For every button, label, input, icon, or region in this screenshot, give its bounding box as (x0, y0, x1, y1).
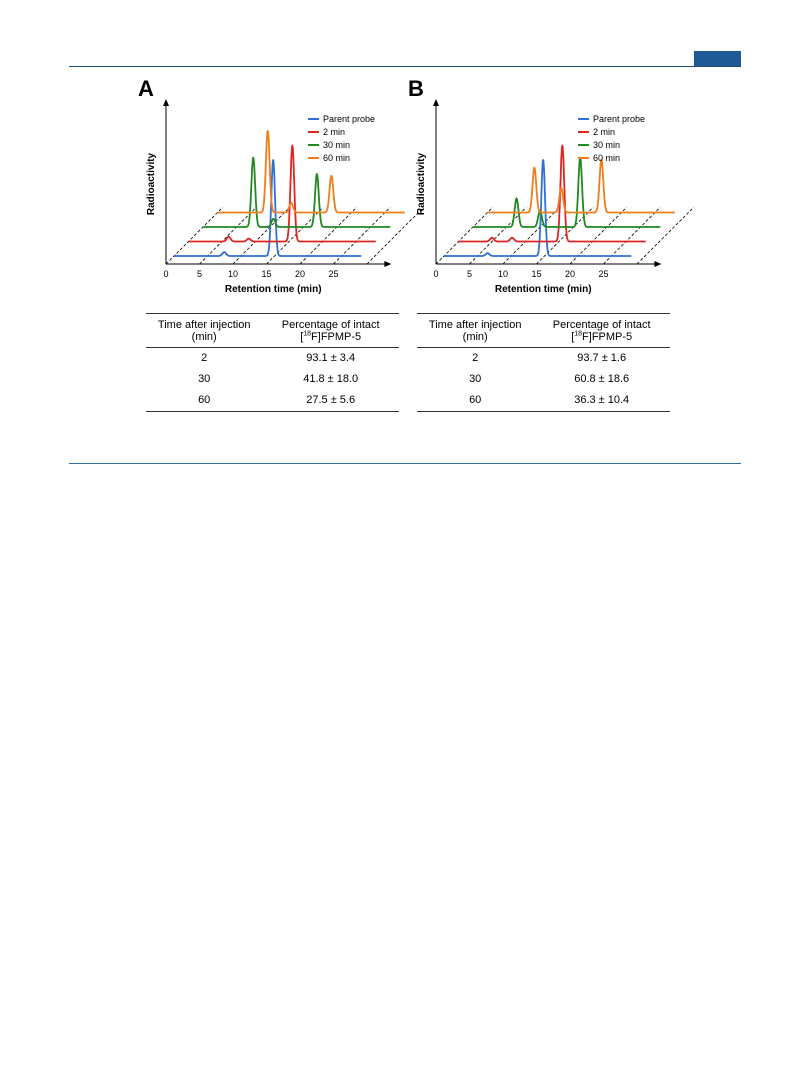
x-tick-label: 0 (163, 269, 168, 279)
depth-gridline (569, 206, 628, 265)
cell-percentage: 93.7 ± 1.6 (577, 352, 627, 364)
table-row: 2 93.1 ± 3.4 (146, 348, 399, 370)
series-line-2-min (457, 144, 647, 243)
series-line-30-min (472, 156, 661, 228)
cell-percentage: 93.1 ± 3.4 (306, 352, 356, 364)
depth-gridline (232, 206, 291, 265)
x-axis-label: Retention time (min) (495, 284, 592, 295)
legend-label: 60 min (323, 153, 350, 163)
data-table: Time after injection (min) Percentage of… (417, 313, 670, 412)
y-axis-label: Radioactivity (416, 152, 427, 215)
depth-gridline (299, 206, 358, 265)
chromatogram-a: 0 5 10 15 20 25 Retention time (min) Radioactiv… (146, 99, 425, 295)
x-tick-label: 0 (433, 269, 438, 279)
x-tick-label: 5 (197, 269, 202, 279)
series-line-2-min (187, 144, 377, 243)
table-header-row: Time after injection (min) Percentage of… (417, 313, 670, 348)
table-row: 60 36.3 ± 10.4 (417, 390, 670, 412)
cell-time: 30 (198, 373, 211, 385)
header-percentage: Percentage of intact [18F]FPMP-5 (281, 319, 380, 343)
cell-percentage: 27.5 ± 5.6 (306, 394, 356, 406)
y-axis-arrow (433, 99, 439, 106)
depth-gridline (636, 206, 695, 265)
legend-label: 30 min (593, 140, 620, 150)
panel-letter: A (138, 76, 154, 101)
depth-gridline (333, 206, 391, 265)
cell-time: 2 (201, 352, 208, 364)
y-axis-arrow (163, 99, 169, 106)
x-axis-arrow (654, 261, 662, 267)
x-tick-label: 25 (328, 269, 338, 279)
depth-gridline (469, 206, 527, 265)
metabolite-table-b: Time after injection (min) Percentage of… (417, 313, 670, 412)
cell-percentage: 36.3 ± 10.4 (574, 394, 630, 406)
cell-percentage: 60.8 ± 18.6 (574, 373, 630, 385)
x-tick-label: 15 (531, 269, 541, 279)
series-line-parent-probe (443, 159, 632, 257)
x-axis-arrow (384, 261, 392, 267)
depth-gridline (502, 206, 561, 265)
depth-gridline (165, 206, 224, 265)
series-line-60-min (486, 158, 676, 214)
header-time: Time after injection (min) (157, 319, 251, 343)
legend-label: Parent probe (323, 114, 375, 124)
x-tick-label: 25 (598, 269, 608, 279)
cell-time: 30 (469, 373, 482, 385)
header-percentage: Percentage of intact [18F]FPMP-5 (552, 319, 651, 343)
depth-gridline (603, 206, 661, 265)
header-rule (69, 66, 741, 67)
legend-label: Parent probe (593, 114, 645, 124)
chromatogram-b: 0 5 10 15 20 25 Retention time (min) Radioactiv… (416, 99, 695, 295)
header-time: Time after injection (min) (428, 319, 522, 343)
x-tick-label: 15 (261, 269, 271, 279)
depth-gridline (435, 206, 494, 265)
table-row: 30 41.8 ± 18.0 (146, 369, 399, 390)
metabolite-table-a: Time after injection (min) Percentage of… (146, 313, 399, 412)
legend-label: 30 min (323, 140, 350, 150)
footer-rule (69, 463, 741, 464)
journal-color-tab (694, 51, 741, 66)
table-row: 60 27.5 ± 5.6 (146, 390, 399, 412)
series-line-60-min (216, 130, 406, 214)
x-axis-label: Retention time (min) (225, 284, 322, 295)
x-tick-label: 20 (295, 269, 305, 279)
x-tick-label: 10 (498, 269, 508, 279)
table-row: 2 93.7 ± 1.6 (417, 348, 670, 370)
y-axis-label: Radioactivity (146, 152, 157, 215)
table-row: 30 60.8 ± 18.6 (417, 369, 670, 390)
series-line-30-min (202, 156, 391, 228)
depth-gridline (366, 206, 425, 265)
data-table: Time after injection (min) Percentage of… (146, 313, 399, 412)
x-tick-label: 10 (228, 269, 238, 279)
series-line-parent-probe (173, 159, 362, 257)
legend-label: 60 min (593, 153, 620, 163)
x-tick-label: 20 (565, 269, 575, 279)
panel-letter: B (408, 76, 424, 101)
cell-percentage: 41.8 ± 18.0 (303, 373, 359, 385)
legend-label: 2 min (323, 127, 345, 137)
legend-label: 2 min (593, 127, 615, 137)
x-tick-label: 5 (467, 269, 472, 279)
cell-time: 60 (469, 394, 482, 406)
cell-time: 2 (472, 352, 479, 364)
depth-gridline (199, 206, 257, 265)
table-header-row: Time after injection (min) Percentage of… (146, 313, 399, 348)
cell-time: 60 (198, 394, 211, 406)
